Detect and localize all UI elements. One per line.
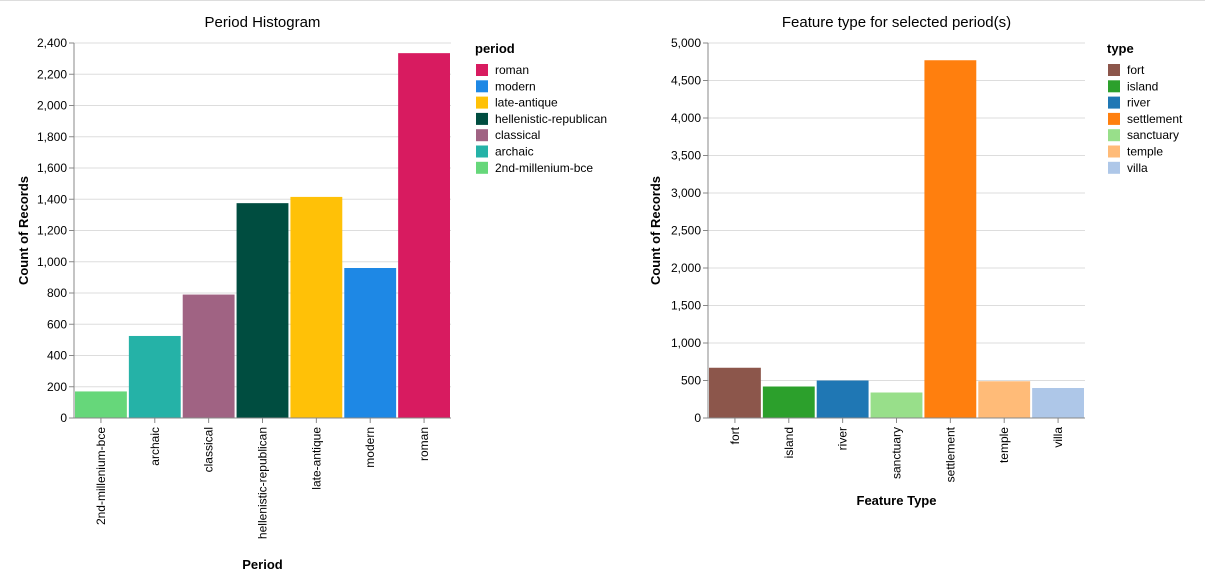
y-tick-label: 1,400	[37, 192, 67, 206]
legend-label[interactable]: island	[1127, 79, 1158, 93]
x-tick-label: hellenistic-republican	[256, 427, 270, 539]
legend-label[interactable]: fort	[1127, 63, 1145, 77]
chart-2: 0 500 1,000 1,500 2,000 2,500 3,000 3,500 4,000 4…	[648, 14, 1183, 508]
y-tick-label: 4,500	[671, 74, 701, 88]
bar-settlement[interactable]	[924, 60, 977, 418]
y-tick-label: 2,000	[671, 261, 701, 275]
legend: period roman modern late-antique hellenistic…	[475, 41, 607, 175]
legend-label[interactable]: modern	[495, 79, 536, 93]
x-axis-title: Feature Type	[857, 493, 937, 508]
legend-swatch[interactable]	[476, 64, 488, 76]
bar-roman[interactable]	[398, 53, 450, 418]
chart-1: 0 200 400 600 800 1,000 1,200 1,400 1,600 1,800 2,…	[16, 14, 607, 572]
bar-late-antique[interactable]	[290, 196, 343, 418]
legend-swatch[interactable]	[476, 145, 488, 158]
x-tick-label: 2nd-millenium-bce	[94, 427, 108, 525]
y-tick-label: 3,500	[671, 149, 701, 163]
y-tick-label: 1,000	[37, 255, 67, 269]
legend-swatch[interactable]	[476, 112, 488, 125]
legend-swatch[interactable]	[1108, 80, 1120, 93]
legend-label[interactable]: settlement	[1127, 112, 1183, 126]
y-axis-title: Count of Records	[16, 176, 31, 285]
y-tick-label: 1,000	[671, 336, 701, 350]
legend-label[interactable]: villa	[1127, 161, 1148, 175]
legend-swatch[interactable]	[1108, 64, 1120, 76]
x-tick-label: villa	[1051, 427, 1065, 448]
bar-classical[interactable]	[182, 294, 235, 418]
legend-label[interactable]: classical	[495, 128, 540, 142]
legend-title: type	[1107, 41, 1134, 56]
bar-archaic[interactable]	[128, 335, 181, 418]
bar-sanctuary[interactable]	[870, 392, 923, 419]
y-tick-label: 0	[694, 411, 701, 425]
legend-swatch[interactable]	[476, 161, 488, 174]
legend-label[interactable]: 2nd-millenium-bce	[495, 161, 593, 175]
x-tick-label: settlement	[943, 426, 957, 482]
y-tick-label: 1,600	[37, 161, 67, 175]
x-tick-label: archaic	[148, 427, 162, 466]
legend-swatch[interactable]	[1108, 112, 1120, 125]
legend-label[interactable]: sanctuary	[1127, 128, 1179, 142]
y-tick-label: 5,000	[671, 36, 701, 50]
x-tick-label: river	[836, 427, 850, 450]
y-tick-label: 800	[47, 286, 67, 300]
legend: type fort island river settlement sanctuary te…	[1107, 41, 1183, 175]
legend-label[interactable]: river	[1127, 96, 1150, 110]
bar-fort[interactable]	[709, 367, 761, 418]
y-tick-label: 4,000	[671, 111, 701, 125]
y-tick-label: 500	[681, 374, 701, 388]
x-tick-label: fort	[728, 426, 742, 444]
x-tick-label: island	[782, 427, 796, 458]
legend-swatch[interactable]	[476, 80, 488, 93]
x-tick-label: roman	[417, 427, 431, 461]
y-tick-label: 2,400	[37, 36, 67, 50]
legend-label[interactable]: late-antique	[495, 96, 558, 110]
legend-swatch[interactable]	[1108, 145, 1120, 158]
legend-swatch[interactable]	[476, 129, 488, 142]
y-tick-label: 2,500	[671, 224, 701, 238]
legend-label[interactable]: hellenistic-republican	[495, 112, 607, 126]
legend-swatch[interactable]	[1108, 96, 1120, 109]
legend-title: period	[475, 41, 515, 56]
legend-label[interactable]: archaic	[495, 145, 534, 159]
x-tick-label: temple	[997, 427, 1011, 463]
chart-title: Period Histogram	[205, 14, 321, 31]
y-tick-label: 2,000	[37, 99, 67, 113]
bar-river[interactable]	[816, 380, 869, 419]
y-tick-label: 0	[60, 411, 67, 425]
y-tick-label: 400	[47, 349, 67, 363]
bar-temple[interactable]	[978, 381, 1031, 418]
y-tick-label: 1,200	[37, 224, 67, 238]
x-tick-label: modern	[363, 427, 377, 468]
y-tick-label: 2,200	[37, 67, 67, 81]
legend-label[interactable]: roman	[495, 63, 529, 77]
x-tick-label: classical	[202, 427, 216, 472]
bar-2nd-millenium-bce[interactable]	[75, 391, 127, 418]
x-axis-title: Period	[242, 557, 283, 572]
chart-title: Feature type for selected period(s)	[782, 14, 1011, 31]
legend-swatch[interactable]	[1108, 161, 1120, 174]
y-tick-label: 1,800	[37, 130, 67, 144]
x-tick-label: late-antique	[309, 427, 323, 490]
legend-swatch[interactable]	[476, 96, 488, 109]
legend-swatch[interactable]	[1108, 129, 1120, 142]
bar-island[interactable]	[762, 386, 815, 419]
x-tick-label: sanctuary	[890, 427, 904, 479]
bar-hellenistic-republican[interactable]	[236, 203, 289, 418]
y-tick-label: 600	[47, 317, 67, 331]
y-axis-title: Count of Records	[648, 176, 663, 285]
top-divider	[0, 0, 1205, 1]
y-tick-label: 1,500	[671, 299, 701, 313]
bar-villa[interactable]	[1032, 388, 1084, 418]
legend-label[interactable]: temple	[1127, 145, 1163, 159]
bar-modern[interactable]	[344, 268, 397, 418]
y-tick-label: 3,000	[671, 186, 701, 200]
y-tick-label: 200	[47, 380, 67, 394]
